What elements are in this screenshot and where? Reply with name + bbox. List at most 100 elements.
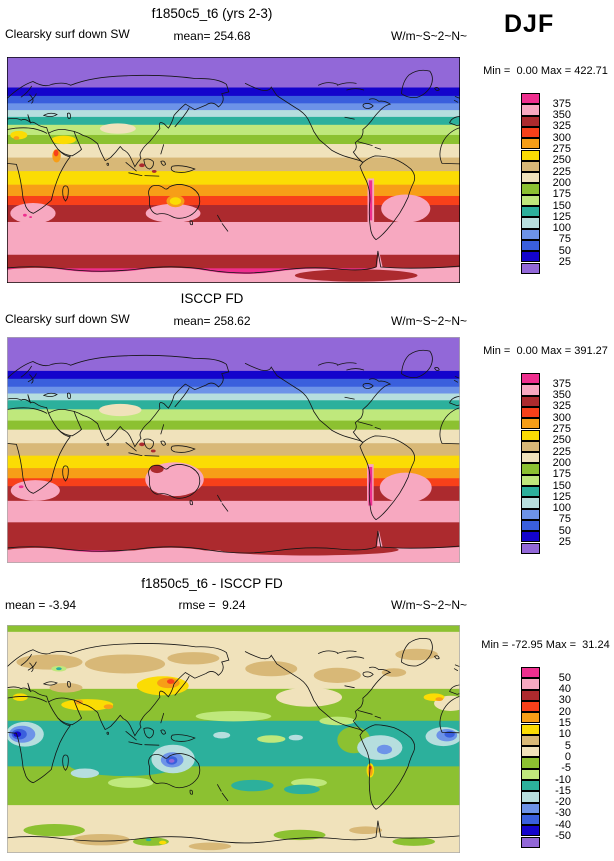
legend-color-box xyxy=(521,149,540,161)
latitude-band xyxy=(7,87,460,97)
legend-tick-label: 275 xyxy=(552,143,571,155)
legend-color-box xyxy=(521,734,540,747)
latitude-band xyxy=(7,478,460,487)
legend-tick-label: 125 xyxy=(552,210,571,223)
legend-tick-label: 175 xyxy=(552,468,571,481)
legend-tick-label: 125 xyxy=(552,490,571,503)
legend-tick-label: 350 xyxy=(552,389,571,402)
legend-color-box xyxy=(521,757,540,769)
latitude-band xyxy=(7,337,460,372)
legend-tick-label: -15 xyxy=(555,784,571,797)
legend-color-box xyxy=(521,723,540,735)
legend-color-box xyxy=(521,768,540,780)
panel3-title: f1850c5_t6 - ISCCP FD xyxy=(141,576,283,591)
latitude-band xyxy=(7,455,460,469)
legend-tick-label: 40 xyxy=(558,683,571,696)
latitude-band xyxy=(7,486,460,502)
anomaly-blobs xyxy=(7,403,460,563)
contour-bands xyxy=(7,337,460,563)
latitude-band xyxy=(7,625,460,633)
legend-color-box xyxy=(521,700,540,713)
legend-color-box xyxy=(521,172,540,184)
map-obs xyxy=(7,337,460,563)
legend-tick-label: 50 xyxy=(558,671,571,684)
panel3-mean-value: mean = -3.94 xyxy=(5,598,77,612)
legend-color-box xyxy=(521,802,540,814)
latitude-band xyxy=(7,468,460,479)
legend-tick-label: 225 xyxy=(552,165,571,178)
latitude-band xyxy=(7,386,460,394)
legend-tick-label: 20 xyxy=(558,705,571,718)
legend-color-box xyxy=(521,160,540,173)
panel1-variable-label: Clearsky surf down SW xyxy=(5,27,130,41)
latitude-band xyxy=(7,124,460,136)
legend-color-box xyxy=(521,138,540,150)
latitude-band xyxy=(7,144,460,159)
legend-color-box xyxy=(521,429,540,441)
latitude-band xyxy=(7,500,460,523)
legend-color-box xyxy=(521,406,540,419)
latitude-band xyxy=(7,205,460,223)
legend-color-box xyxy=(521,228,540,240)
legend-color-box xyxy=(521,373,540,385)
legend-tick-label: 150 xyxy=(552,199,571,212)
latitude-band xyxy=(7,631,460,690)
legend-tick-label: 0 xyxy=(564,750,571,763)
legend-tick-label: 275 xyxy=(552,423,571,435)
legend-tick-label: 375 xyxy=(552,97,571,110)
legend-color-box xyxy=(521,712,540,724)
legend-tick-label: 250 xyxy=(552,154,571,167)
legend-color-box xyxy=(521,395,540,407)
legend-color-box xyxy=(521,667,540,679)
legend-color-box xyxy=(521,126,540,139)
panel2-units-label: W/m~S~2~N~ xyxy=(390,314,467,328)
legend-color-box xyxy=(521,262,540,274)
season-label: DJF xyxy=(504,10,555,38)
panel1-title: f1850c5_t6 (yrs 2-3) xyxy=(151,6,273,21)
latitude-band xyxy=(7,221,460,256)
latitude-band xyxy=(7,370,460,380)
latitude-band xyxy=(7,134,460,145)
legend-tick-label: 25 xyxy=(558,536,571,548)
legend-color-box xyxy=(521,384,540,396)
legend-tick-label: 250 xyxy=(552,434,571,447)
legend-color-box xyxy=(521,183,540,195)
legend-tick-label: 300 xyxy=(552,411,571,424)
legend-color-box xyxy=(521,93,540,105)
latitude-band xyxy=(7,110,460,118)
legend-color-box xyxy=(521,497,540,509)
legend-tick-label: 225 xyxy=(552,445,571,458)
panel1-mean-value: mean= 254.68 xyxy=(173,29,251,43)
legend-tick-label: 375 xyxy=(552,377,571,390)
legend-tick-label: 50 xyxy=(558,244,571,257)
legend-color-box xyxy=(521,194,540,206)
latitude-band xyxy=(7,400,460,410)
latitude-band xyxy=(7,378,460,388)
legend-tick-label: -5 xyxy=(561,762,571,775)
legend-tick-label: 325 xyxy=(552,120,571,133)
legend-tick-label: 100 xyxy=(552,502,571,515)
legend-obs: 375 350 325 300 275 250 225 200 175 150 125 100 75 50… xyxy=(521,373,591,558)
latitude-band xyxy=(7,393,460,401)
legend-tick-label: -20 xyxy=(555,796,571,809)
panel1-units-label: W/m~S~2~N~ xyxy=(390,29,467,43)
legend-tick-label: 100 xyxy=(552,222,571,235)
panel3-minmax: Min = -72.95 Max = 31.24 xyxy=(481,639,610,651)
latitude-band xyxy=(7,429,460,444)
legend-color-box xyxy=(521,474,540,486)
contour-bands xyxy=(7,57,460,283)
legend-tick-label: 15 xyxy=(558,717,571,729)
legend-tick-label: 300 xyxy=(552,131,571,144)
panel3-rmse-value: rmse = 9.24 xyxy=(178,598,246,612)
legend-tick-label: 5 xyxy=(564,739,571,752)
legend-tick-label: 350 xyxy=(552,109,571,122)
legend-color-box xyxy=(521,508,540,520)
legend-tick-label: 75 xyxy=(558,513,571,526)
anomaly-blobs xyxy=(7,648,460,851)
legend-tick-label: 200 xyxy=(552,176,571,189)
legend-color-box xyxy=(521,542,540,554)
latitude-band xyxy=(7,409,460,422)
panel2-variable-label: Clearsky surf down SW xyxy=(5,312,130,326)
legend-color-box xyxy=(521,813,540,826)
map-model xyxy=(7,57,460,283)
